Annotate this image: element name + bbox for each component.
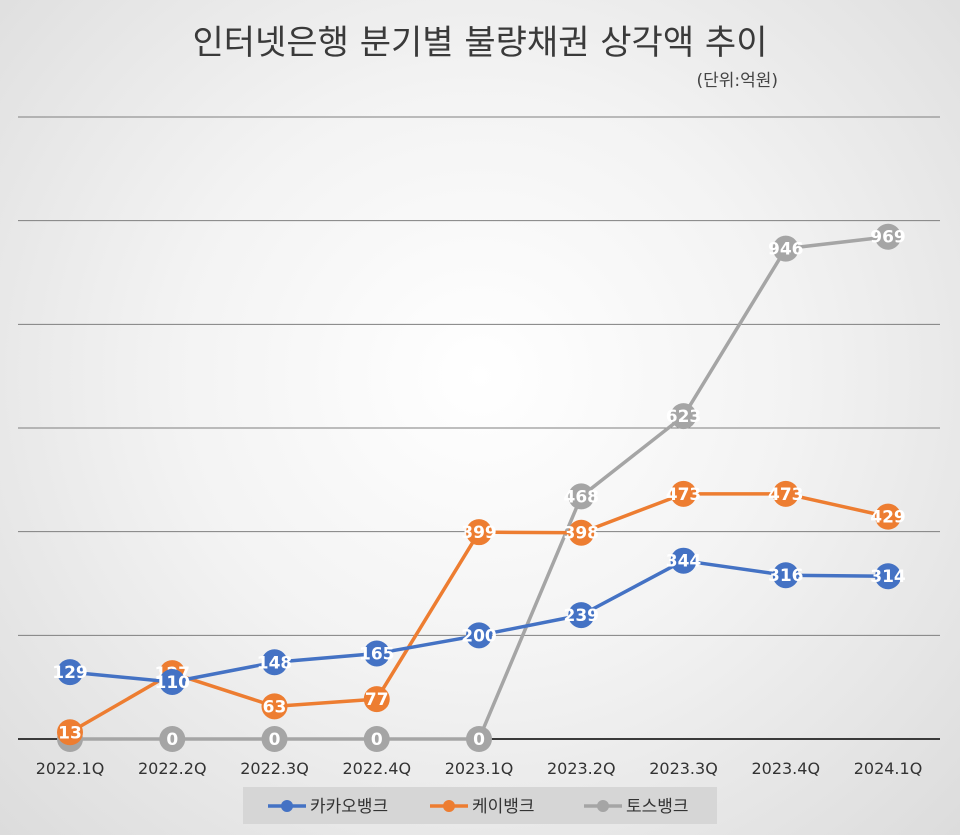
data-point <box>261 693 288 720</box>
data-label: 77 <box>365 690 389 710</box>
x-tick-label: 2022.3Q <box>240 759 309 778</box>
legend-label: 케이뱅크 <box>472 797 535 817</box>
unit-note: (단위:억원) <box>696 71 778 91</box>
data-label: 316 <box>768 566 804 586</box>
data-label: 200 <box>461 626 497 646</box>
data-point <box>159 726 186 752</box>
data-point <box>568 602 595 629</box>
data-label: 239 <box>564 606 600 626</box>
legend-marker <box>281 800 293 812</box>
data-label: 110 <box>155 673 191 693</box>
data-point <box>363 686 390 713</box>
series-line <box>70 234 889 741</box>
data-point <box>875 223 901 250</box>
data-point <box>670 403 697 430</box>
data-point <box>466 622 492 649</box>
data-label-layer: 0000046862394696913127637739939847347342… <box>52 223 906 752</box>
data-point <box>670 480 697 507</box>
legend-marker <box>597 800 609 812</box>
chart-title: 인터넷은행 분기별 불량채권 상각액 추이 <box>193 23 768 63</box>
data-point <box>363 726 390 752</box>
data-point <box>159 668 186 695</box>
x-tick-label: 2022.4Q <box>342 759 411 778</box>
data-label: 623 <box>666 407 702 427</box>
data-label: 429 <box>870 508 906 528</box>
x-tick-label: 2023.2Q <box>547 759 616 778</box>
x-tick-label: 2023.1Q <box>445 759 514 778</box>
data-label: 473 <box>666 485 702 505</box>
data-label: 969 <box>870 228 906 248</box>
data-point <box>670 547 697 574</box>
data-point <box>57 659 83 686</box>
data-point <box>772 562 799 589</box>
data-label: 399 <box>461 523 497 543</box>
data-point <box>363 640 390 667</box>
data-point <box>261 726 288 752</box>
data-point <box>875 563 901 590</box>
data-point <box>568 483 595 510</box>
data-point <box>57 719 83 746</box>
series-line <box>69 558 889 684</box>
legend-label: 토스뱅크 <box>626 797 689 817</box>
x-axis-ticks: 2022.1Q 2022.2Q 2022.3Q 2022.4Q 2023.1Q 2023.… <box>36 759 923 778</box>
x-tick-label: 2022.1Q <box>36 759 105 778</box>
legend-marker <box>443 800 455 812</box>
data-label: 0 <box>371 730 383 750</box>
x-tick-label: 2023.3Q <box>649 759 718 778</box>
data-point <box>772 235 799 262</box>
x-tick-label: 2023.4Q <box>751 759 820 778</box>
legend: 카카오뱅크 케이뱅크 토스뱅크 <box>243 787 717 824</box>
data-label: 946 <box>768 240 804 260</box>
data-label: 0 <box>269 730 281 750</box>
series-layer <box>69 234 889 741</box>
x-tick-label: 2022.2Q <box>138 759 207 778</box>
data-label: 473 <box>768 485 804 505</box>
data-label: 13 <box>58 723 82 743</box>
x-tick-label: 2024.1Q <box>854 759 923 778</box>
data-point <box>466 726 492 752</box>
legend-background <box>243 787 717 824</box>
data-label: 0 <box>166 730 178 750</box>
data-point <box>466 519 492 546</box>
data-label: 0 <box>473 730 485 750</box>
data-point <box>875 503 901 530</box>
data-label: 129 <box>52 663 88 683</box>
data-label: 344 <box>666 552 702 572</box>
data-label: 165 <box>359 644 395 664</box>
legend-label: 카카오뱅크 <box>310 797 388 817</box>
data-label: 468 <box>564 487 600 507</box>
data-point <box>261 649 288 676</box>
data-label: 148 <box>257 653 293 673</box>
data-point <box>568 519 595 546</box>
data-label: 314 <box>870 567 906 587</box>
data-label: 398 <box>564 524 600 544</box>
data-label: 63 <box>263 697 287 717</box>
data-point <box>772 480 799 507</box>
